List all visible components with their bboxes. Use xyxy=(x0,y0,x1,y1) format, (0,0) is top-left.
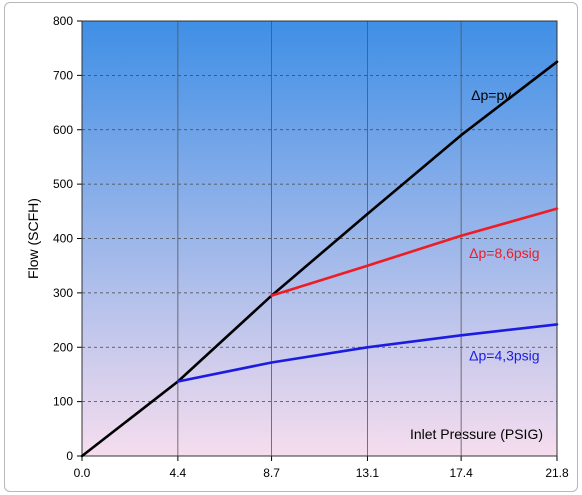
series-label-1: Δp=pv xyxy=(471,87,511,103)
series-label-2: Δp=8,6psig xyxy=(469,245,539,261)
y-tick-label: 200 xyxy=(53,340,73,354)
x-axis-title: Inlet Pressure (PSIG) xyxy=(410,426,543,442)
y-tick-label: 700 xyxy=(53,68,73,82)
y-tick-label: 600 xyxy=(53,123,73,137)
x-tick-label: 17.4 xyxy=(449,466,473,480)
x-tick-label: 21.8 xyxy=(545,466,569,480)
series xyxy=(80,60,559,458)
x-tick-label: 4.4 xyxy=(170,466,187,480)
series-line-3 xyxy=(176,323,559,383)
x-tick-label: 0.0 xyxy=(74,466,91,480)
y-tick-label: 300 xyxy=(53,286,73,300)
y-axis-title: Flow (SCFH) xyxy=(25,198,41,279)
plot-border xyxy=(81,20,558,457)
x-tick-label: 13.1 xyxy=(356,466,380,480)
x-tick-label: 8.7 xyxy=(263,466,280,480)
y-tick-label: 400 xyxy=(53,232,73,246)
series-line-2 xyxy=(270,207,559,297)
y-tick-label: 800 xyxy=(53,14,73,28)
y-tick-label: 500 xyxy=(53,177,73,191)
series-labels: Δp=pv Δp=8,6psig Δp=4,3psig xyxy=(469,87,539,363)
series-line-1 xyxy=(80,60,559,458)
tick-labels: 0 100 200 300 400 500 600 700 800 0.0 4.4 8.7 13.1 17… xyxy=(53,14,569,480)
series-label-3: Δp=4,3psig xyxy=(469,347,539,363)
grid xyxy=(82,21,557,456)
y-tick-label: 100 xyxy=(53,395,73,409)
y-tick-label: 0 xyxy=(66,449,73,463)
